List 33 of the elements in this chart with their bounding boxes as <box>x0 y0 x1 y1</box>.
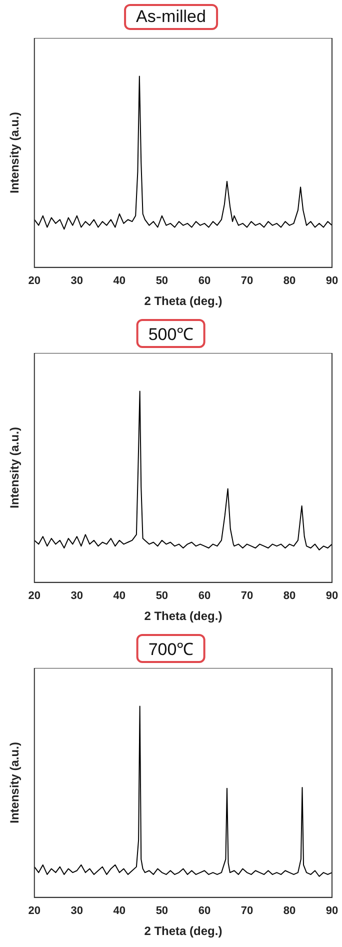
x-tick-label: 60 <box>198 905 211 918</box>
x-tick-label: 60 <box>198 590 211 602</box>
x-tick-label: 80 <box>283 905 296 918</box>
y-axis-title: Intensity (a.u.) <box>8 742 22 824</box>
x-tick-label: 30 <box>70 275 84 288</box>
x-tick-label: 20 <box>28 590 41 602</box>
x-tick-label: 50 <box>156 590 168 602</box>
chart-title: 500℃ <box>136 319 206 348</box>
x-tick-label: 60 <box>198 275 211 288</box>
x-tick-label: 90 <box>326 905 338 918</box>
x-tick-label: 70 <box>240 590 254 602</box>
x-tick-label: 30 <box>70 590 84 602</box>
x-tick-label: 90 <box>326 590 338 602</box>
x-tick-label: 40 <box>113 905 126 918</box>
x-axis-title: 2 Theta (deg.) <box>144 609 222 624</box>
x-tick-label: 80 <box>283 590 296 602</box>
x-tick-label: 70 <box>240 905 254 918</box>
y-axis-title: Intensity (a.u.) <box>8 112 22 194</box>
x-axis-title: 2 Theta (deg.) <box>144 294 222 308</box>
x-tick-label: 70 <box>240 275 254 288</box>
x-tick-label: 20 <box>28 275 41 288</box>
chart-title: 700℃ <box>136 634 206 663</box>
y-axis-title: Intensity (a.u.) <box>8 427 22 508</box>
x-tick-label: 20 <box>28 905 41 918</box>
x-tick-label: 40 <box>113 275 126 288</box>
x-tick-label: 50 <box>156 275 168 288</box>
x-tick-label: 50 <box>156 905 168 918</box>
x-tick-label: 40 <box>113 590 126 602</box>
x-axis-title: 2 Theta (deg.) <box>144 924 222 938</box>
x-tick-label: 90 <box>326 275 338 288</box>
x-tick-label: 30 <box>70 905 84 918</box>
x-tick-label: 80 <box>283 275 296 288</box>
chart-title: As-milled <box>124 4 218 30</box>
